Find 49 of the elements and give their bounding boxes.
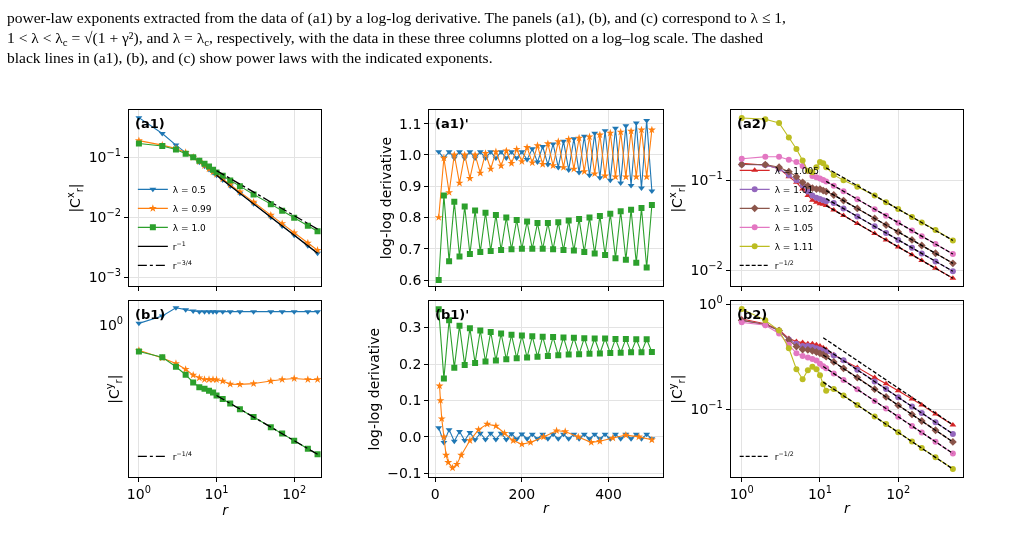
y-tick-label: 1.0 — [399, 146, 422, 163]
y-tick-label: 10$^{−1}$ — [690, 399, 723, 418]
y-tick-label: −0.1 — [387, 465, 422, 482]
legend-label: r$^{−1}$ — [172, 240, 186, 252]
y-tick-label: 0.7 — [399, 240, 422, 257]
legend-label: λ = 1.05 — [774, 222, 814, 233]
x-tick-label: 10$^{1}$ — [807, 484, 832, 503]
legend-label: r$^{−3/4}$ — [172, 259, 192, 271]
y-tick-label: 0.6 — [399, 271, 422, 288]
legend-label: r$^{−1/4}$ — [172, 450, 192, 462]
y-tick-label: 0.1 — [399, 392, 422, 409]
y-tick-label: 10$^{−1}$ — [690, 170, 723, 189]
x-tick-label: 200 — [508, 486, 536, 503]
legend-label: λ = 0.5 — [172, 184, 206, 195]
legend-label: r$^{−1/2}$ — [774, 259, 794, 271]
y-axis-title: log-log derivative — [365, 327, 382, 451]
legend-label: λ = 1.01 — [774, 184, 814, 195]
legend-label: λ = 1.11 — [774, 241, 814, 252]
y-tick-label: 10$^{−2}$ — [690, 260, 723, 278]
y-tick-label: 10$^{−3}$ — [88, 267, 121, 285]
y-tick-label: 0.3 — [399, 319, 422, 336]
y-tick-label: 0.2 — [399, 355, 422, 372]
legend-label: λ = 1.0 — [172, 222, 207, 233]
legend-label: λ = 1.02 — [774, 203, 814, 214]
text: (b1)' — [435, 307, 470, 322]
y-tick-label: 10$^{−1}$ — [88, 147, 121, 166]
x-tick-label: 10$^{0}$ — [126, 484, 151, 503]
y-tick-label: 1.1 — [399, 115, 422, 132]
y-tick-label: 0.9 — [399, 178, 422, 195]
text: (a2) — [737, 116, 767, 131]
y-tick-label: 10$^{−2}$ — [88, 207, 121, 226]
x-tick-label: 10$^{2}$ — [886, 484, 911, 503]
text: (a1)' — [435, 116, 469, 131]
x-axis-title: r — [222, 502, 230, 519]
y-tick-label: 10$^{0}$ — [698, 294, 723, 312]
x-tick-label: 10$^{1}$ — [204, 484, 229, 503]
x-tick-label: 10$^{2}$ — [282, 484, 307, 503]
x-axis-title: r — [843, 500, 851, 517]
y-axis-title: log-log derivative — [377, 136, 394, 260]
text: power-law exponents extracted from the data of (a1) by a log-log derivative. The panels (a1), (b), and (c) correspond to λ ≤ 1, 1 < λ < λ$_{c}$ = √(1 + γ²), and λ = λ$_{c}$, respectively, with the data in these three columns plotted on a log–log scale. The dashed black lines in (a1), (b), and (c) show power laws with the indicated exponents. — [7, 9, 786, 68]
legend-label: r$^{−1/2}$ — [774, 450, 794, 462]
x-tick-label: 10$^{0}$ — [729, 484, 754, 503]
x-axis-title: r — [543, 500, 551, 517]
legend-label: λ = 0.99 — [172, 203, 212, 214]
x-tick-label: 400 — [595, 486, 622, 503]
chart-title: (b1) — [135, 307, 166, 322]
x-tick-label: 0 — [430, 486, 440, 503]
y-tick-label: 0.8 — [399, 209, 422, 226]
y-tick-label: 0.0 — [399, 428, 422, 445]
